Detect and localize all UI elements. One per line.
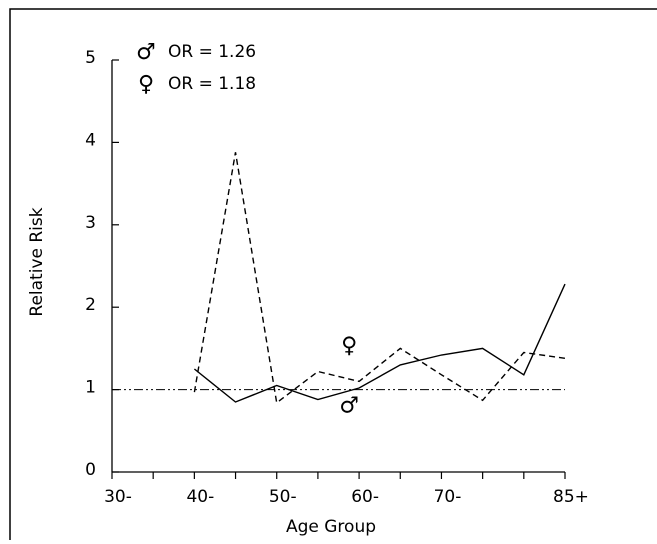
female-symbol-marker: ♀ bbox=[341, 334, 357, 359]
y-tick-label: 0 bbox=[85, 460, 96, 480]
series-line-female bbox=[193, 152, 566, 405]
chart-border bbox=[9, 8, 657, 544]
x-axis-title: Age Group bbox=[286, 517, 376, 537]
legend-label: OR = 1.18 bbox=[168, 74, 256, 94]
series-layer bbox=[193, 152, 566, 405]
x-tick-label: 30- bbox=[104, 487, 132, 507]
legend-male-symbol: ♂ bbox=[136, 40, 156, 65]
x-tick-label: 85+ bbox=[553, 487, 589, 507]
y-tick-label: 1 bbox=[85, 378, 96, 398]
y-tick-label: 3 bbox=[85, 213, 96, 233]
y-axis-title: Relative Risk bbox=[27, 207, 47, 316]
x-tick-label: 50- bbox=[269, 487, 297, 507]
series-markers: ♀♂ bbox=[339, 334, 359, 419]
axes: 0 1 2 3 4 5 30- 40- 50- 60- 70- 85+ bbox=[85, 48, 589, 507]
male-symbol-marker: ♂ bbox=[339, 394, 359, 419]
legend-label: OR = 1.26 bbox=[168, 42, 256, 62]
legend: ♂ OR = 1.26 ♀ OR = 1.18 bbox=[136, 40, 256, 97]
x-tick-label: 70- bbox=[434, 487, 462, 507]
x-tick-label: 40- bbox=[186, 487, 214, 507]
y-tick-label: 5 bbox=[85, 48, 96, 68]
y-tick-label: 4 bbox=[85, 130, 96, 150]
series-line-male bbox=[193, 283, 566, 403]
legend-female-symbol: ♀ bbox=[138, 72, 154, 97]
y-tick-label: 2 bbox=[85, 295, 96, 315]
x-tick-label: 60- bbox=[351, 487, 379, 507]
